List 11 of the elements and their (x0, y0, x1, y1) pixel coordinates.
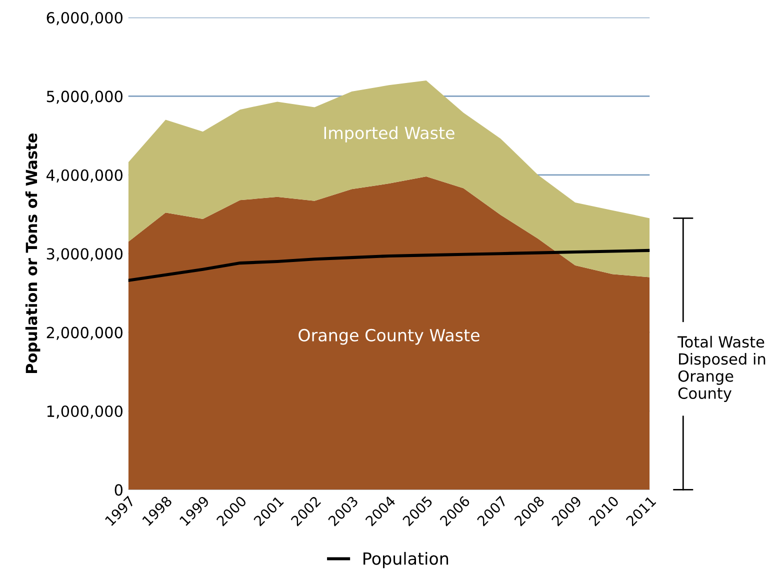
y-tick-label: 3,000,000 (46, 248, 122, 262)
legend-label: Population (364, 552, 448, 568)
y-axis-title: Population or Tons of Waste (25, 134, 40, 374)
y-tick-label: 2,000,000 (46, 326, 122, 340)
series-label: Imported Waste (324, 126, 454, 142)
y-tick-label: 1,000,000 (47, 405, 122, 419)
y-tick-label: 6,000,000 (46, 12, 122, 26)
text: Total Waste Disposed in Orange County (678, 336, 766, 402)
y-tick-label: 4,000,000 (46, 169, 122, 182)
y-tick-label: 5,000,000 (46, 90, 122, 104)
y-tick-label: 0 (114, 484, 122, 496)
